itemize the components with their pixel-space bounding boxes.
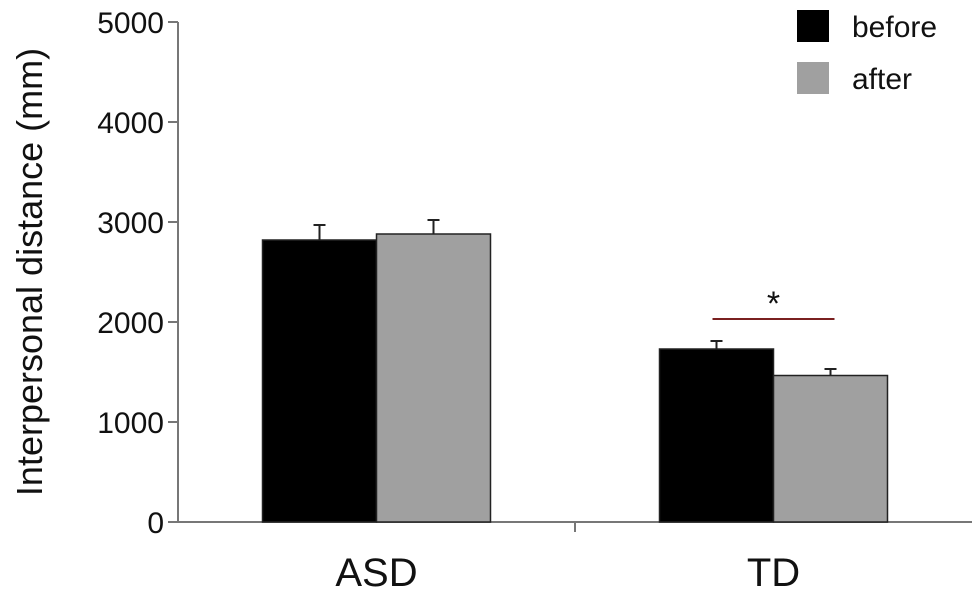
y-tick-label: 2000: [97, 307, 164, 340]
y-tick-label: 1000: [97, 407, 164, 440]
legend-label-after: after: [852, 63, 912, 96]
legend-swatch-after: [797, 62, 829, 94]
y-tick-label: 0: [147, 507, 164, 540]
bar-before-TD: [658, 348, 775, 523]
legend-label-before: before: [852, 11, 937, 44]
x-axis: ASD TD: [178, 521, 972, 590]
x-category-label: ASD: [335, 551, 417, 590]
y-axis: 0 1000 2000 3000 4000 5000: [97, 7, 179, 540]
bar-before-ASD: [261, 239, 378, 523]
annotations: *: [712, 285, 835, 323]
bars: [261, 219, 889, 523]
y-tick-label: 4000: [97, 107, 164, 140]
y-tick-label: 3000: [97, 207, 164, 240]
y-tick-label: 5000: [97, 7, 164, 40]
legend-swatch-before: [797, 10, 829, 42]
x-category-label: TD: [747, 551, 800, 590]
bar-after-TD: [772, 374, 889, 523]
y-axis-title: Interpersonal distance (mm): [9, 48, 50, 496]
bar-after-ASD: [375, 233, 492, 523]
significance-star: *: [767, 285, 780, 323]
legend: before after: [797, 10, 937, 96]
